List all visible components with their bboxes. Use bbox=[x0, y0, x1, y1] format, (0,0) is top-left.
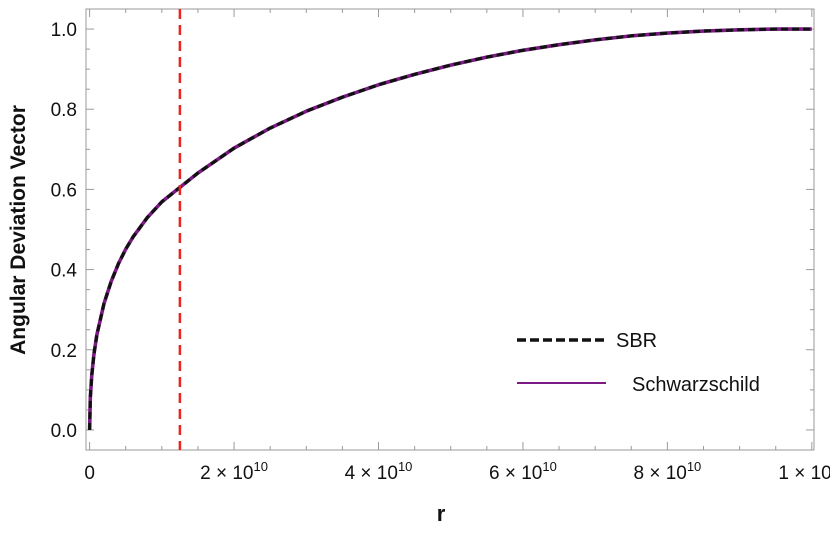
y-tick-label: 0.2 bbox=[51, 341, 77, 362]
series-line-schwarzschild bbox=[87, 27, 812, 430]
y-tick-label: 0.6 bbox=[51, 180, 77, 201]
x-tick-label: 1 × 1011 bbox=[778, 459, 830, 484]
x-tick-label: 2 × 1010 bbox=[200, 459, 268, 484]
y-axis-ticks: 0.0 0.2 0.4 0.6 0.8 1.0 bbox=[51, 20, 814, 442]
legend-label-sbr: SBR bbox=[616, 330, 657, 352]
x-axis-title: r bbox=[437, 501, 446, 526]
x-tick-label: 6 × 1010 bbox=[489, 459, 557, 484]
y-tick-label: 0.4 bbox=[51, 261, 78, 282]
x-tick-label: 4 × 1010 bbox=[345, 459, 413, 484]
series-line-sbr bbox=[88, 27, 812, 430]
y-axis-title: Angular Deviation Vector bbox=[7, 105, 30, 355]
legend: SBR Schwarzschild bbox=[517, 330, 760, 396]
legend-label-schwarzschild: Schwarzschild bbox=[632, 374, 760, 396]
y-tick-label: 0.0 bbox=[51, 421, 77, 442]
x-tick-label: 8 × 1010 bbox=[633, 459, 701, 484]
y-tick-label: 1.0 bbox=[51, 20, 77, 41]
series-layer bbox=[87, 27, 812, 430]
x-tick-label: 0 bbox=[84, 463, 95, 484]
x-axis-ticks: 0 2 × 1010 4 × 1010 6 × 1010 8 × 1010 1 × 101… bbox=[84, 9, 830, 484]
y-tick-label: 0.8 bbox=[51, 100, 77, 121]
